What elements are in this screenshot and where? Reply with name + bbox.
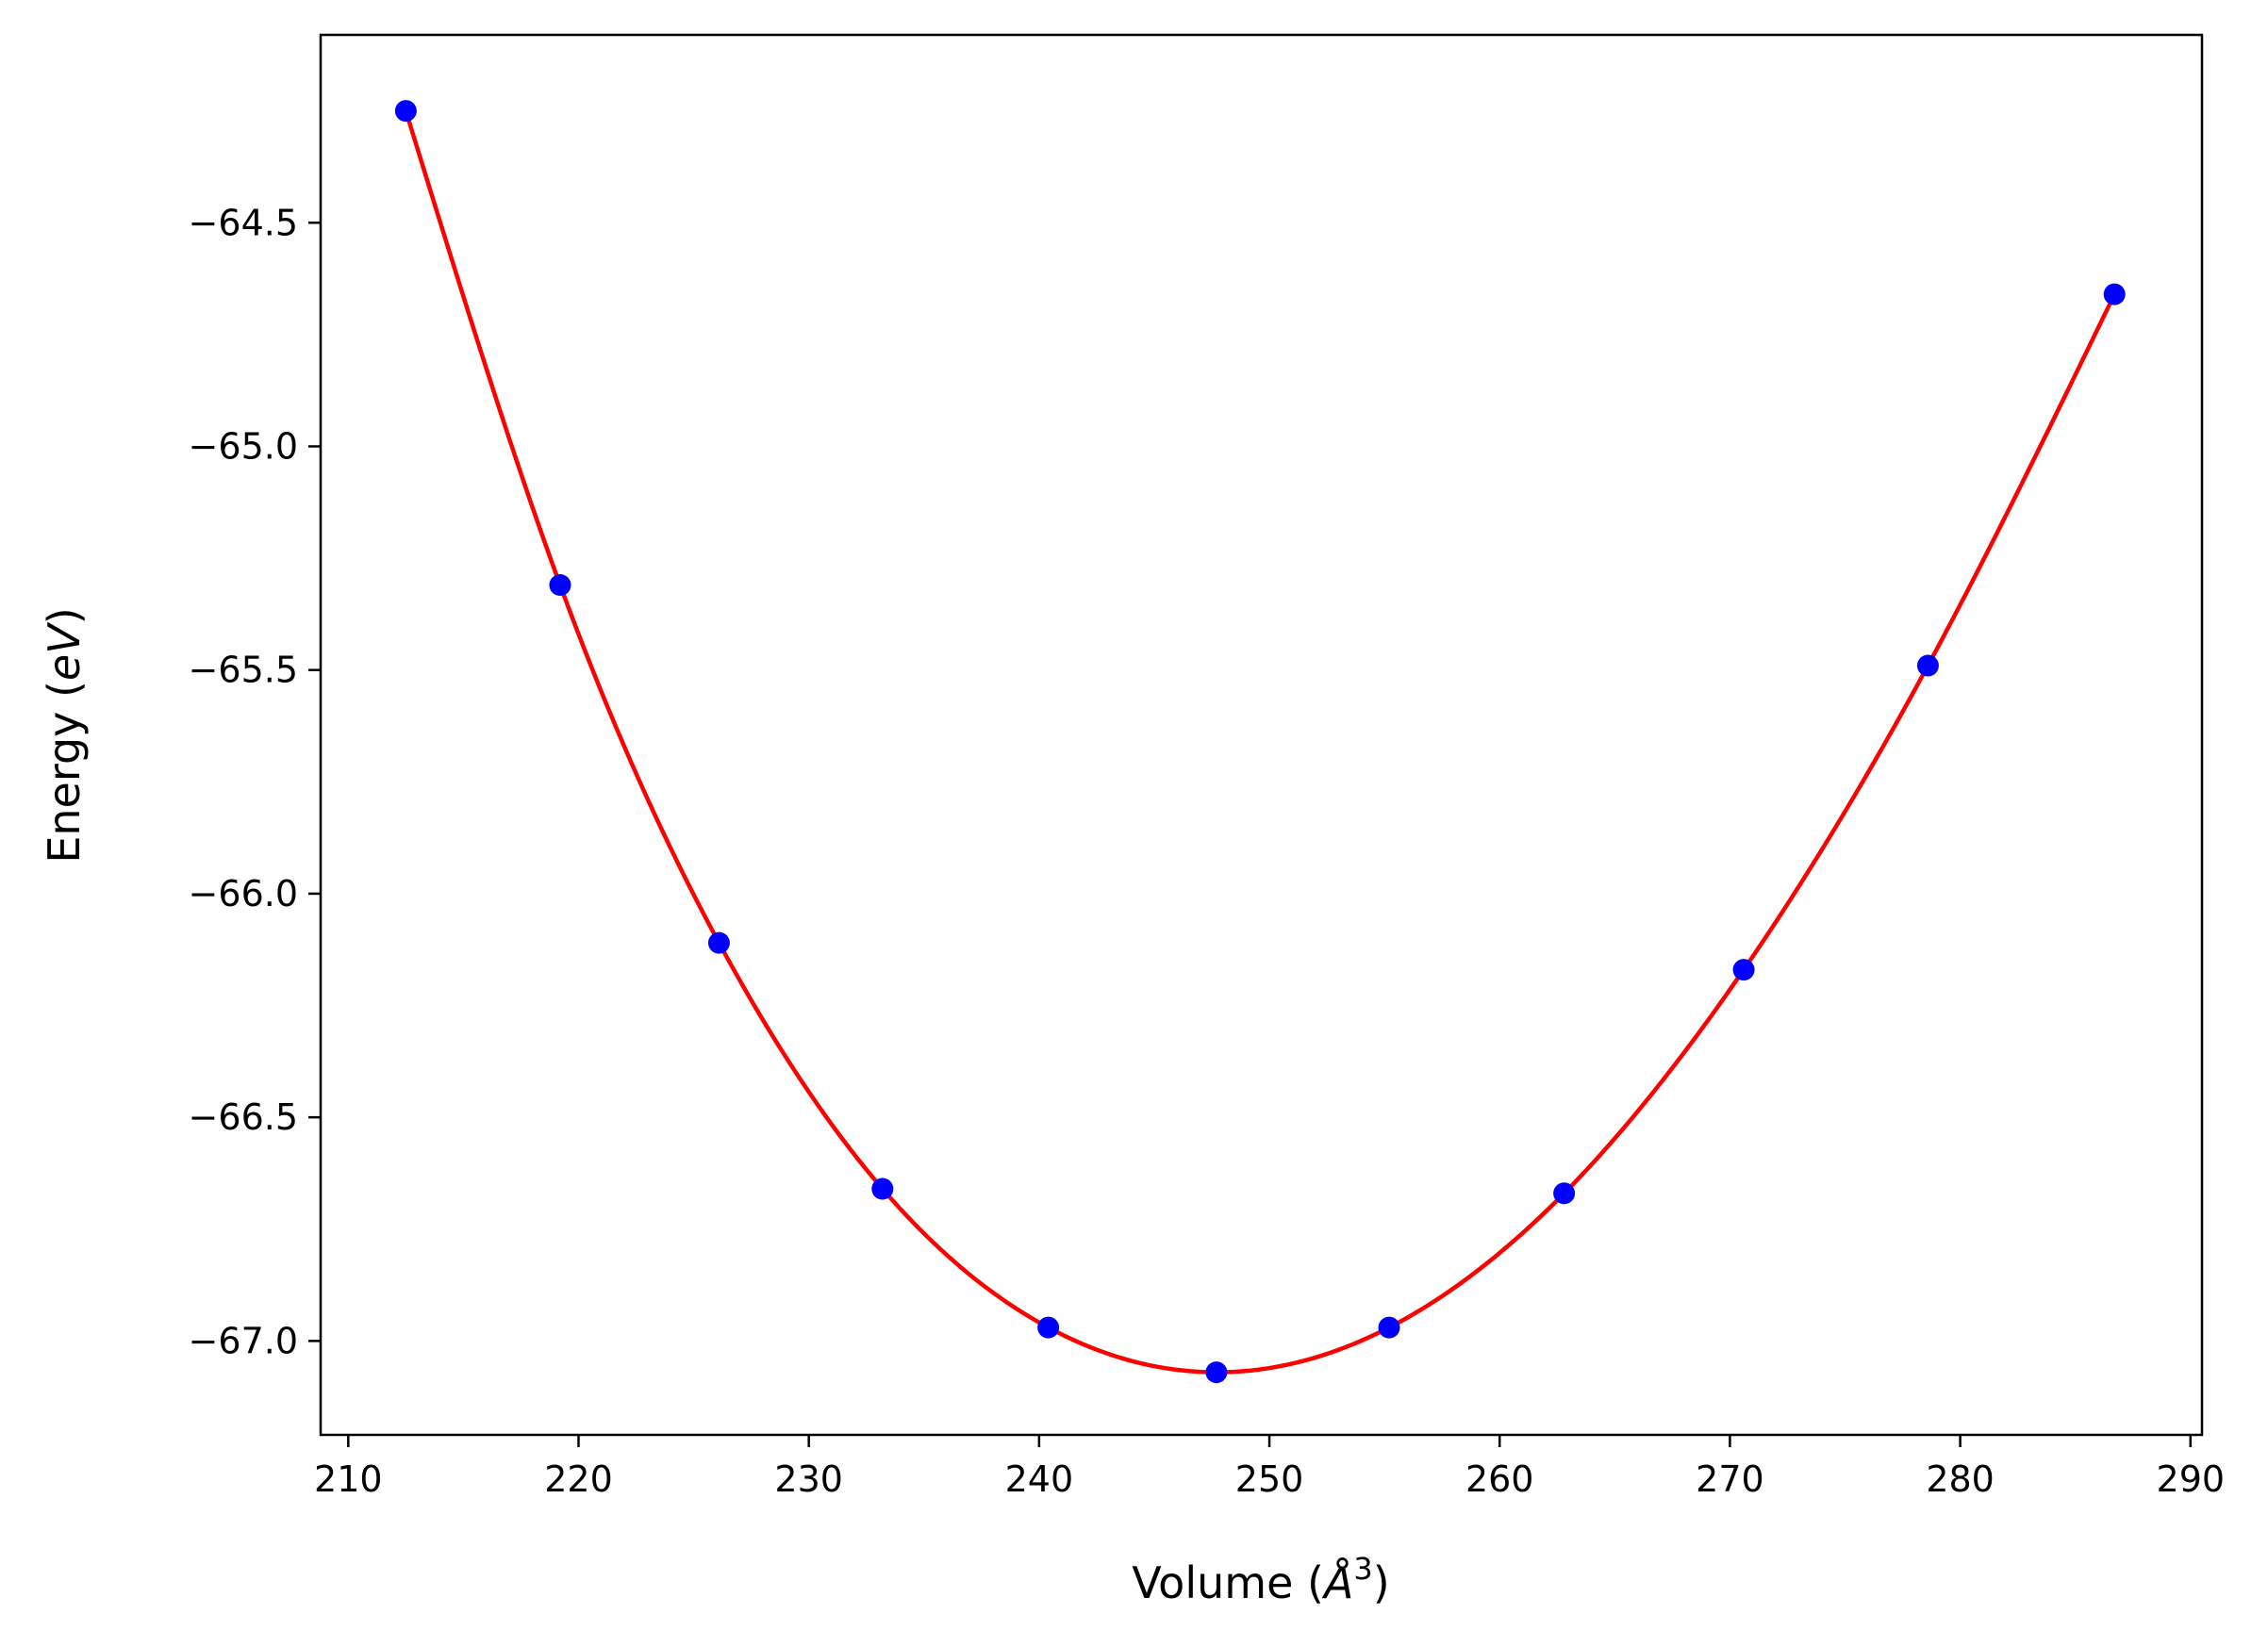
y-tick-label: −65.5 xyxy=(189,650,298,691)
x-axis-label-close: ) xyxy=(1373,1557,1390,1608)
y-axis-label-text: Energy ( xyxy=(39,681,90,864)
plot-frame xyxy=(319,33,2204,1437)
y-tick-label: −66.5 xyxy=(189,1096,298,1138)
data-point xyxy=(1205,1361,1228,1384)
x-tick-label: 230 xyxy=(774,1458,843,1500)
data-points-layer xyxy=(394,100,2126,1384)
data-point xyxy=(1553,1182,1576,1205)
x-tick-label: 270 xyxy=(1696,1458,1764,1500)
y-tick-label: −66.0 xyxy=(189,873,298,914)
y-tick-label: −67.0 xyxy=(189,1320,298,1361)
y-tick-label: −64.5 xyxy=(189,202,298,243)
data-point xyxy=(394,100,417,123)
data-point xyxy=(1916,654,1939,677)
y-axis-ticks: −67.0 −66.5 −66.0 −65.5 −65.0 −64.5 xyxy=(189,202,321,1361)
x-axis-label: Volume (Å3) xyxy=(1132,1551,1389,1608)
data-point xyxy=(871,1178,894,1200)
data-point xyxy=(1732,959,1755,981)
y-axis-label-close: ) xyxy=(39,607,90,624)
y-axis-label: Energy (eV) xyxy=(39,607,90,863)
x-tick-label: 250 xyxy=(1235,1458,1304,1500)
x-axis-label-symbol: Å xyxy=(1321,1557,1353,1608)
x-tick-label: 280 xyxy=(1926,1458,1995,1500)
x-tick-label: 240 xyxy=(1005,1458,1074,1500)
x-axis-ticks: 210 220 230 240 250 260 270 280 290 xyxy=(314,1435,2225,1500)
x-axis-label-exponent: 3 xyxy=(1353,1551,1372,1587)
data-point xyxy=(1037,1316,1060,1339)
x-tick-label: 260 xyxy=(1465,1458,1534,1500)
y-tick-label: −65.0 xyxy=(189,425,298,467)
y-axis-label-unit: eV xyxy=(39,621,90,681)
data-point xyxy=(1378,1316,1400,1339)
x-tick-label: 290 xyxy=(2157,1458,2226,1500)
data-point xyxy=(549,574,571,597)
x-tick-label: 210 xyxy=(314,1458,383,1500)
x-axis-label-text: Volume ( xyxy=(1132,1557,1324,1608)
x-tick-label: 220 xyxy=(544,1458,613,1500)
plot-background xyxy=(321,35,2202,1435)
data-point xyxy=(2103,283,2126,305)
data-point xyxy=(707,931,730,954)
